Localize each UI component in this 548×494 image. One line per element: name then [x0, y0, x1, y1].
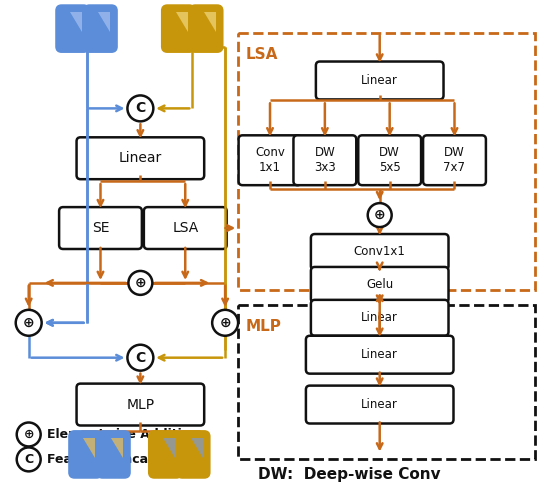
Text: Linear: Linear: [361, 398, 398, 411]
Text: MLP: MLP: [127, 398, 155, 412]
FancyBboxPatch shape: [311, 234, 448, 270]
Circle shape: [128, 345, 153, 370]
Text: MLP: MLP: [246, 319, 282, 334]
Text: C: C: [135, 351, 146, 365]
Text: Conv
1x1: Conv 1x1: [255, 146, 285, 174]
Text: Gelu: Gelu: [366, 279, 393, 291]
Text: ⊕: ⊕: [135, 276, 146, 290]
Text: ⊕: ⊕: [24, 428, 34, 441]
FancyBboxPatch shape: [84, 5, 116, 51]
Text: DW
3x3: DW 3x3: [314, 146, 336, 174]
Text: ⊕: ⊕: [219, 316, 231, 330]
PathPatch shape: [98, 12, 110, 32]
FancyBboxPatch shape: [306, 336, 454, 373]
PathPatch shape: [111, 438, 123, 458]
PathPatch shape: [83, 438, 95, 458]
PathPatch shape: [163, 438, 175, 458]
FancyBboxPatch shape: [98, 431, 129, 477]
FancyBboxPatch shape: [190, 5, 222, 51]
FancyBboxPatch shape: [316, 62, 443, 99]
FancyBboxPatch shape: [77, 137, 204, 179]
Text: Feature Concatenate: Feature Concatenate: [47, 453, 194, 466]
FancyBboxPatch shape: [177, 431, 209, 477]
FancyBboxPatch shape: [293, 135, 356, 185]
Text: Linear: Linear: [361, 348, 398, 361]
Text: C: C: [24, 453, 33, 466]
FancyBboxPatch shape: [162, 5, 194, 51]
Text: SE: SE: [92, 221, 109, 235]
FancyBboxPatch shape: [311, 300, 448, 336]
FancyBboxPatch shape: [59, 207, 142, 249]
Circle shape: [368, 203, 392, 227]
PathPatch shape: [176, 12, 188, 32]
FancyBboxPatch shape: [150, 431, 181, 477]
FancyBboxPatch shape: [70, 431, 101, 477]
Text: DW
7x7: DW 7x7: [443, 146, 465, 174]
Circle shape: [128, 95, 153, 122]
FancyBboxPatch shape: [423, 135, 486, 185]
Text: DW
5x5: DW 5x5: [379, 146, 401, 174]
Text: ⊕: ⊕: [374, 208, 385, 222]
Text: Linear: Linear: [119, 151, 162, 165]
Circle shape: [17, 422, 41, 447]
Text: C: C: [135, 101, 146, 116]
FancyBboxPatch shape: [144, 207, 227, 249]
FancyBboxPatch shape: [311, 267, 448, 303]
PathPatch shape: [70, 12, 82, 32]
Text: Linear: Linear: [361, 74, 398, 87]
Text: Linear: Linear: [361, 311, 398, 324]
Text: ⊕: ⊕: [23, 316, 35, 330]
Text: LSA: LSA: [172, 221, 198, 235]
FancyBboxPatch shape: [56, 5, 89, 51]
Text: Conv1x1: Conv1x1: [354, 246, 406, 258]
FancyBboxPatch shape: [238, 135, 301, 185]
FancyBboxPatch shape: [358, 135, 421, 185]
Text: Elementwise Addition: Elementwise Addition: [47, 428, 199, 441]
Circle shape: [128, 271, 152, 295]
PathPatch shape: [204, 12, 216, 32]
Text: LSA: LSA: [246, 47, 278, 62]
FancyBboxPatch shape: [77, 384, 204, 425]
Circle shape: [17, 448, 41, 471]
Circle shape: [212, 310, 238, 336]
PathPatch shape: [191, 438, 203, 458]
Circle shape: [16, 310, 42, 336]
Text: DW:  Deep-wise Conv: DW: Deep-wise Conv: [258, 467, 441, 482]
FancyBboxPatch shape: [306, 386, 454, 423]
